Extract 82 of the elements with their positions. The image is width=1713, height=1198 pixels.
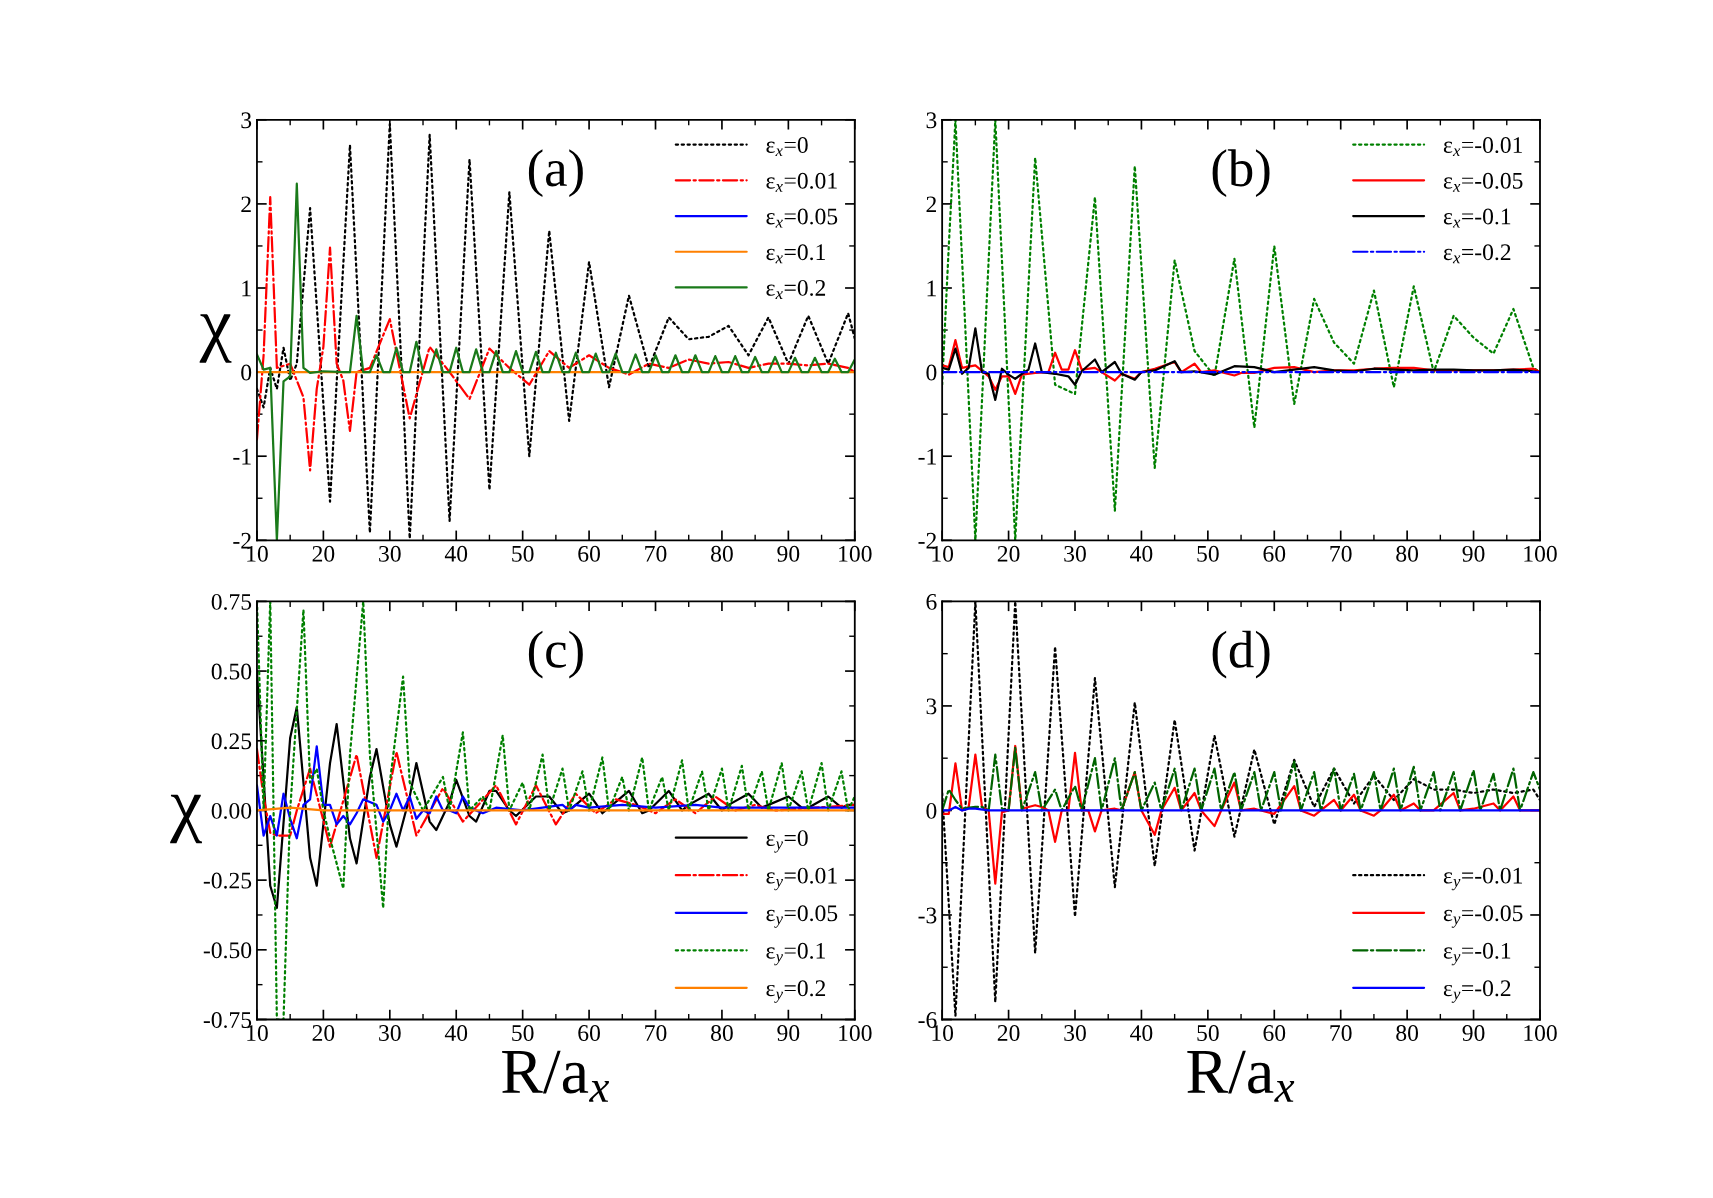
y-tick-label: -3 <box>918 907 937 924</box>
y-tick-label: 1 <box>242 280 251 297</box>
text: (b) <box>1212 149 1270 198</box>
x-tick-label: 20 <box>997 545 1020 562</box>
legend-label: ε$_{y}$=0.01 <box>766 867 837 891</box>
legend-label: ε$_{y}$=0.05 <box>766 905 838 928</box>
x-tick-label: 50 <box>1197 545 1219 562</box>
text: (c) <box>528 630 583 679</box>
y-tick-label: 3 <box>926 698 937 715</box>
legend-label: ε$_{x}$=-0.01 <box>1443 137 1523 156</box>
text: (d) <box>1212 630 1270 679</box>
x-tick-label: 30 <box>379 545 401 562</box>
y-tick-label: 0 <box>926 364 937 381</box>
x-tick-label: 20 <box>312 1025 335 1041</box>
y-tick-label: -1 <box>233 448 251 465</box>
x-tick-label: 60 <box>1263 545 1286 562</box>
x-tick-label: 30 <box>1064 1025 1086 1041</box>
text: (a) <box>528 149 583 198</box>
legend-label: ε$_{y}$=-0.05 <box>1443 905 1523 928</box>
legend-label: ε$_{x}$=0.05 <box>766 208 838 228</box>
x-tick-label: 60 <box>1263 1025 1286 1041</box>
x-tick-label: 80 <box>1396 545 1419 562</box>
x-tick-label: 30 <box>379 1025 401 1041</box>
x-tick-label: 80 <box>1396 1025 1419 1041</box>
x-tick-label: 50 <box>1197 1025 1219 1041</box>
y-tick-label: 3 <box>241 112 252 129</box>
x-tick-label: 90 <box>1462 1025 1485 1041</box>
legend-label: ε$_{y}$=-0.01 <box>1443 867 1523 891</box>
y-tick-label: -0.50 <box>203 942 252 959</box>
legend-label: ε$_{y}$=0.2 <box>766 980 826 1003</box>
y-tick-label: 0.75 <box>211 593 252 610</box>
x-tick-label: 20 <box>997 1025 1020 1041</box>
legend-label: ε$_{x}$=-0.2 <box>1443 244 1511 264</box>
x-tick-label: 70 <box>1330 1025 1352 1041</box>
x-axis-title: R/a$_{x}$ <box>1187 1050 1295 1102</box>
x-tick-label: 100 <box>839 545 872 562</box>
x-tick-label: 20 <box>312 545 335 562</box>
x-tick-label: 80 <box>711 1025 733 1041</box>
legend-label: ε$_{x}$=0 <box>766 137 808 156</box>
y-axis-title: χ <box>170 794 202 844</box>
legend-label: ε$_{x}$=0.2 <box>766 279 826 299</box>
x-tick-label: 30 <box>1064 545 1086 562</box>
y-tick-label: 2 <box>926 196 936 213</box>
y-tick-label: 1 <box>927 280 936 297</box>
x-tick-label: 80 <box>711 545 733 562</box>
x-axis-title: R/a$_{x}$ <box>502 1050 610 1102</box>
legend-label: ε$_{y}$=-0.1 <box>1443 942 1511 966</box>
x-tick-label: 90 <box>777 1025 800 1041</box>
x-tick-label: 70 <box>645 545 667 562</box>
x-tick-label: 60 <box>578 545 600 562</box>
x-tick-label: 40 <box>444 1025 468 1041</box>
y-tick-label: -0.25 <box>203 872 252 889</box>
x-tick-label: 50 <box>512 1025 534 1041</box>
x-tick-label: 90 <box>1462 545 1485 562</box>
x-tick-label: 100 <box>839 1025 872 1041</box>
legend-label: ε$_{x}$=0.01 <box>766 172 837 192</box>
y-tick-label: -1 <box>918 448 936 465</box>
legend-label: ε$_{y}$=0.1 <box>766 942 825 966</box>
y-tick-label: 6 <box>926 593 937 610</box>
legend-label: ε$_{x}$=-0.05 <box>1443 172 1523 192</box>
x-tick-label: 90 <box>777 545 800 562</box>
y-tick-label: 3 <box>926 112 937 129</box>
legend-label: ε$_{y}$=-0.2 <box>1443 980 1511 1003</box>
y-tick-label: 0.25 <box>211 733 252 750</box>
y-tick-label: 0.00 <box>211 802 252 819</box>
y-tick-label: 0 <box>926 802 937 819</box>
x-tick-label: 70 <box>1330 545 1352 562</box>
x-tick-label: 50 <box>512 545 534 562</box>
x-tick-label: 40 <box>1130 1025 1153 1041</box>
x-tick-label: 70 <box>645 1025 667 1041</box>
y-axis-title: χ <box>199 314 232 363</box>
x-tick-label: 40 <box>1130 545 1153 562</box>
y-tick-label: 2 <box>241 196 251 213</box>
legend-label: ε$_{x}$=0.1 <box>766 244 825 264</box>
x-tick-label: 100 <box>1524 545 1557 562</box>
legend-label: ε$_{x}$=-0.1 <box>1443 208 1511 228</box>
x-tick-label: 40 <box>444 545 468 562</box>
x-tick-label: 100 <box>1524 1025 1557 1041</box>
y-tick-label: 0 <box>241 364 252 381</box>
x-tick-label: 60 <box>578 1025 600 1041</box>
legend-label: ε$_{y}$=0 <box>766 830 808 853</box>
y-tick-label: 0.50 <box>211 663 252 680</box>
